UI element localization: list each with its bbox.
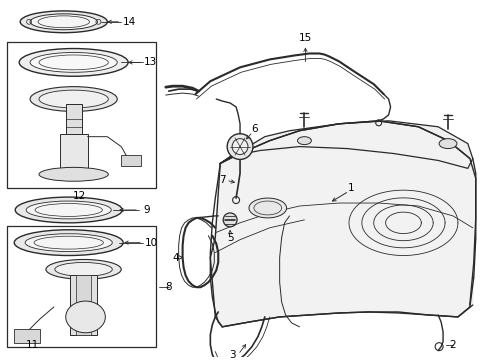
Polygon shape	[220, 121, 472, 168]
Bar	[14, 329, 40, 343]
Text: 10: 10	[144, 238, 157, 248]
Polygon shape	[210, 121, 475, 327]
Bar	[70, 275, 97, 335]
Ellipse shape	[55, 262, 112, 276]
Ellipse shape	[39, 167, 108, 181]
Text: 3: 3	[228, 350, 235, 360]
Ellipse shape	[30, 14, 97, 30]
Ellipse shape	[223, 213, 237, 227]
Text: 2: 2	[449, 339, 455, 350]
Bar	[76, 275, 91, 335]
Bar	[65, 104, 81, 156]
Ellipse shape	[297, 137, 311, 145]
Bar	[121, 154, 141, 166]
Ellipse shape	[15, 197, 122, 223]
Text: 8: 8	[165, 282, 172, 292]
Text: 11: 11	[25, 339, 39, 350]
Ellipse shape	[227, 134, 252, 159]
Ellipse shape	[438, 139, 456, 149]
Ellipse shape	[30, 87, 117, 111]
Ellipse shape	[232, 139, 247, 154]
Ellipse shape	[65, 301, 105, 333]
Ellipse shape	[248, 198, 286, 218]
Text: 4: 4	[172, 252, 179, 262]
Ellipse shape	[26, 201, 111, 219]
Text: 14: 14	[122, 17, 136, 27]
Text: 9: 9	[143, 205, 150, 215]
Bar	[7, 42, 156, 188]
Ellipse shape	[30, 53, 117, 72]
Ellipse shape	[20, 11, 107, 33]
Ellipse shape	[14, 230, 123, 256]
Text: 13: 13	[144, 57, 157, 67]
Ellipse shape	[46, 260, 121, 279]
Bar	[60, 134, 87, 173]
Text: 12: 12	[73, 191, 86, 201]
Text: 7: 7	[219, 175, 225, 185]
Polygon shape	[220, 163, 472, 309]
Text: 6: 6	[251, 124, 258, 134]
Text: 5: 5	[226, 233, 233, 243]
Text: 1: 1	[347, 183, 353, 193]
Ellipse shape	[39, 90, 108, 108]
Ellipse shape	[25, 234, 112, 252]
Bar	[7, 226, 156, 347]
Ellipse shape	[19, 49, 128, 76]
Text: 15: 15	[298, 33, 311, 42]
